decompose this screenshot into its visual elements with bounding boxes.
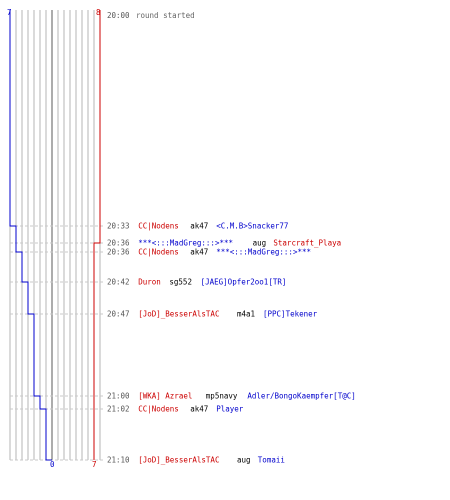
red-end-count: 7 bbox=[92, 460, 97, 469]
red-start-count: 8 bbox=[96, 8, 101, 17]
event-killer: [JoD]_BesserAlsTAC bbox=[138, 310, 219, 319]
blue-end-count: 0 bbox=[50, 460, 55, 469]
timeline-grid bbox=[9, 10, 101, 460]
event-weapon: ak47 bbox=[190, 222, 208, 231]
event-time: 20:36 bbox=[107, 239, 130, 248]
event-weapon: ak47 bbox=[190, 248, 208, 257]
blue-team-count-line bbox=[9, 10, 52, 461]
event-killer: ***<:::MadGreg:::>*** bbox=[138, 239, 233, 248]
event-time: 21:10 bbox=[107, 456, 130, 465]
event-time: 20:47 bbox=[107, 310, 130, 319]
event-victim: ***<:::MadGreg:::>*** bbox=[216, 248, 311, 257]
event-victim: Adler/BongoKaempfer[T@C] bbox=[247, 392, 355, 401]
round-start-time: 20:00 bbox=[107, 11, 130, 20]
event-victim: <C.M.B>Snacker77 bbox=[216, 222, 288, 231]
round-start-label: round started bbox=[136, 11, 195, 20]
event-weapon: ak47 bbox=[190, 405, 208, 414]
event-killer: CC|Nodens bbox=[138, 248, 179, 257]
event-weapon: mp5navy bbox=[206, 392, 238, 401]
event-weapon: aug bbox=[253, 239, 267, 248]
event-killer: CC|Nodens bbox=[138, 405, 179, 414]
event-weapon: aug bbox=[237, 456, 251, 465]
event-victim: [JAEG]Opfer2oo1[TR] bbox=[201, 278, 287, 287]
event-time: 20:36 bbox=[107, 248, 130, 257]
event-time: 20:33 bbox=[107, 222, 130, 231]
event-weapon: sg552 bbox=[169, 278, 192, 287]
event-victim: Tomaii bbox=[258, 456, 285, 465]
red-team-count-line bbox=[93, 10, 101, 460]
event-victim: Player bbox=[216, 405, 244, 414]
event-killer: Duron bbox=[138, 278, 161, 287]
event-killer: CC|Nodens bbox=[138, 222, 179, 231]
event-victim: Starcraft_Playa bbox=[273, 239, 341, 248]
event-time: 21:00 bbox=[107, 392, 130, 401]
event-victim: [PPC]Tekener bbox=[263, 310, 318, 319]
event-time: 21:02 bbox=[107, 405, 130, 414]
kill-event-list: 20:33 CC|Nodens ak47 <C.M.B>Snacker77 20:36 *… bbox=[107, 222, 356, 465]
blue-start-count: 7 bbox=[7, 8, 12, 17]
event-guide-lines bbox=[10, 225, 104, 461]
event-killer: [JoD]_BesserAlsTAC bbox=[138, 456, 219, 465]
event-time: 20:42 bbox=[107, 278, 130, 287]
event-weapon: m4a1 bbox=[237, 310, 255, 319]
event-killer: [WKA] Azrael bbox=[138, 392, 192, 401]
